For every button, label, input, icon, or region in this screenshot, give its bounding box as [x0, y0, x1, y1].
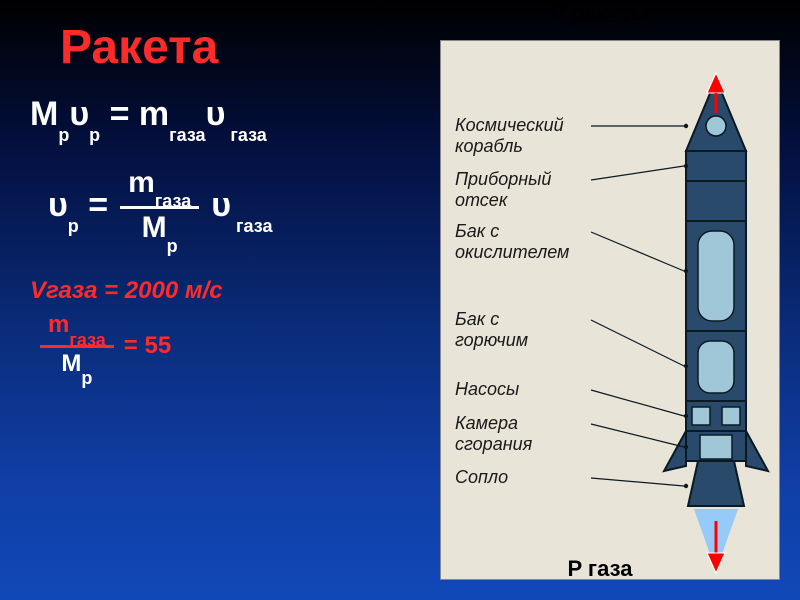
left-panel: Ракета Mрυр = mгазаυ газа υр = mгаза Mр …: [0, 0, 420, 600]
eq1-sub-g1: газа: [169, 125, 205, 145]
eq2-v: υ: [48, 186, 68, 224]
eq2-den-sub: р: [167, 236, 178, 256]
label-p-gas: P газа: [530, 556, 670, 582]
eq2-den-M: M: [142, 211, 167, 244]
equation-momentum: Mрυр = mгазаυ газа: [30, 95, 410, 138]
eq1-v2: υ: [206, 95, 226, 133]
eq3-den-sub: р: [81, 368, 92, 388]
right-panel: P ракеты КосмическийкорабльПриборныйотсе…: [420, 0, 800, 600]
eq2-fraction: mгаза Mр: [120, 166, 199, 249]
eq3-den-M: M: [61, 350, 81, 377]
slide-title: Ракета: [30, 20, 410, 75]
eq1-sub-p2: р: [89, 125, 100, 145]
eq1-v1: υ: [69, 95, 89, 133]
eq3-fraction: mгаза Mр: [40, 311, 114, 382]
eq2-num-sub: газа: [155, 191, 191, 211]
eq2-rhs: υ газа: [211, 186, 272, 229]
eq1-sub-p1: р: [58, 125, 69, 145]
eq1-M: M: [30, 95, 58, 133]
eq2-rhs-sub: газа: [231, 216, 272, 236]
eq3-num-m: m: [48, 311, 69, 338]
note-gas-velocity: Vгаза = 2000 м/с: [30, 277, 410, 305]
slide: Ракета Mрυр = mгазаυ газа υр = mгаза Mр …: [0, 0, 800, 600]
equation-velocity: υр = mгаза Mр υ газа: [48, 166, 410, 249]
eq1-eq: =: [100, 95, 139, 133]
eq2-num-m: m: [128, 166, 155, 199]
equation-ratio: mгаза Mр = 55: [40, 311, 410, 382]
eq2-lhs: υр =: [48, 186, 108, 229]
label-p-rocket: P ракеты: [510, 0, 690, 26]
diagram-overlay: [441, 41, 781, 581]
eq2-rhs-v: υ: [211, 186, 231, 224]
eq3-num-sub: газа: [69, 330, 105, 350]
eq2-den: Mр: [134, 209, 186, 249]
eq2-sub: р: [68, 216, 79, 236]
eq1-sub-g2: газа: [225, 125, 266, 145]
eq3-rhs: = 55: [124, 332, 171, 360]
eq3-den: Mр: [53, 348, 100, 382]
eq1-m: m: [139, 95, 169, 133]
eq2-eq: =: [79, 186, 108, 224]
eq3-num: mгаза: [40, 311, 114, 345]
diagram-panel: КосмическийкорабльПриборныйотсекБак соки…: [440, 40, 780, 580]
eq2-num: mгаза: [120, 166, 199, 206]
